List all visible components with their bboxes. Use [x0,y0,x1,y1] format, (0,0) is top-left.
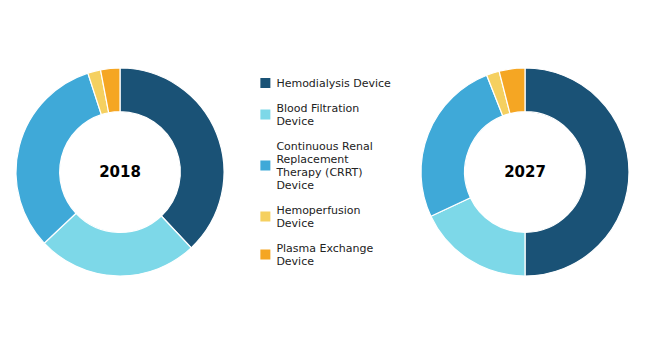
legend-swatch [260,250,270,260]
legend-label: Plasma ExchangeDevice [276,242,373,268]
chart: 2018 2027 Hemodialysis Device Blood Filtrat… [0,0,645,344]
center-label: 2018 [99,163,141,181]
donut-slice [421,75,503,216]
legend-swatch [260,78,270,88]
donut [16,68,224,276]
legend-label: Blood FiltrationDevice [276,102,359,128]
legend: Hemodialysis Device Blood FiltrationDevic… [260,77,391,268]
legend-label: Continuous RenalReplacementTherapy (CRRT… [275,140,372,192]
donut-slice [499,68,525,114]
donut-slice [101,68,120,113]
legend-swatch [260,212,270,222]
legend-swatch [260,110,270,120]
center-label: 2027 [504,163,546,181]
donut [421,68,629,276]
background [0,0,645,344]
donut-slice [120,68,224,248]
legend-label: HemoperfusionDevice [276,204,360,230]
legend-swatch [260,161,270,171]
donut-slice [16,73,101,243]
legend-label: Hemodialysis Device [276,77,391,90]
